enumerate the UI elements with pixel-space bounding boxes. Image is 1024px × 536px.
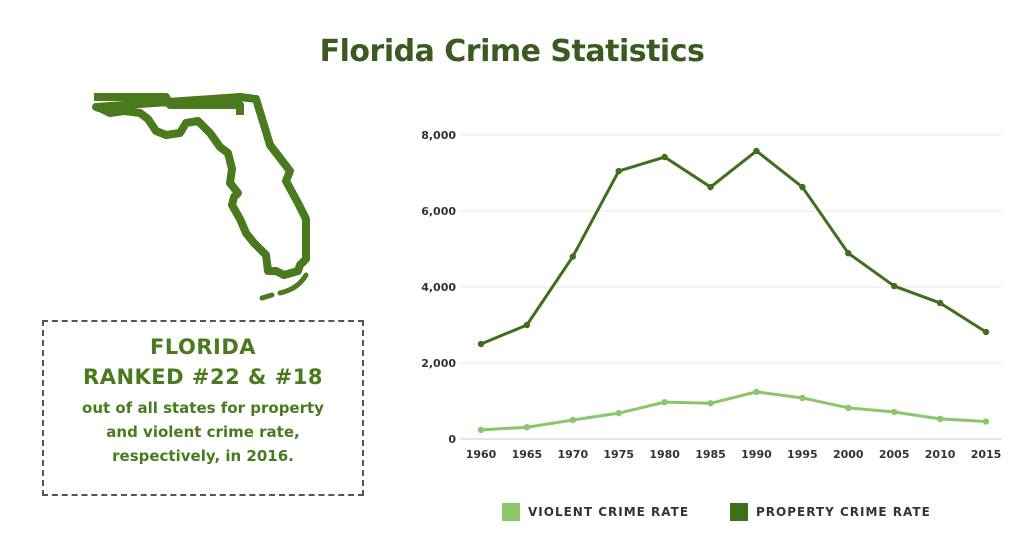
x-tick-label: 1980 xyxy=(649,448,680,461)
data-point xyxy=(799,394,806,402)
data-point xyxy=(890,282,898,290)
infobox-desc-3: respectively, in 2016. xyxy=(112,447,294,465)
data-point xyxy=(982,418,990,425)
florida-map-icon xyxy=(92,93,310,301)
x-tick-label: 2010 xyxy=(925,448,956,461)
data-point xyxy=(615,409,622,417)
legend-property: PROPERTY CRIME RATE xyxy=(730,503,931,521)
infobox-ranking: RANKED #22 & #18 xyxy=(83,365,323,389)
data-point xyxy=(753,388,760,396)
data-point xyxy=(661,398,668,406)
data-point xyxy=(477,340,485,348)
infobox-desc-1: out of all states for property xyxy=(82,399,324,417)
data-point xyxy=(845,404,852,412)
x-tick-label: 2000 xyxy=(833,448,864,461)
data-point xyxy=(569,253,577,260)
data-point xyxy=(707,183,714,191)
series-line-property xyxy=(480,149,987,346)
legend-label-violent: VIOLENT CRIME RATE xyxy=(528,505,690,519)
infobox-state: FLORIDA xyxy=(150,335,256,359)
legend-violent: VIOLENT CRIME RATE xyxy=(502,503,689,521)
chart-title: Florida Crime Statistics xyxy=(319,34,705,69)
x-tick-label: 2005 xyxy=(879,448,910,461)
infobox-desc-2: and violent crime rate, xyxy=(106,423,300,441)
x-tick-label: 1960 xyxy=(466,448,497,461)
data-point xyxy=(661,153,668,161)
x-tick-label: 1990 xyxy=(741,448,772,461)
x-tick-label: 1985 xyxy=(695,448,726,461)
data-point xyxy=(523,321,531,329)
y-tick-label: 6,000 xyxy=(421,205,456,218)
x-tick-label: 1970 xyxy=(558,448,589,461)
series-line-violent xyxy=(480,390,987,432)
data-point xyxy=(982,328,990,336)
data-point xyxy=(890,408,898,416)
legend-swatch-property xyxy=(730,503,748,521)
data-point xyxy=(477,426,485,434)
y-tick-label: 2,000 xyxy=(421,357,456,370)
x-tick-label: 1975 xyxy=(603,448,634,461)
data-point xyxy=(707,400,714,407)
data-point xyxy=(615,167,622,175)
y-tick-label: 0 xyxy=(448,433,456,446)
data-point xyxy=(845,249,852,257)
data-point xyxy=(569,416,577,424)
data-point xyxy=(523,424,531,431)
x-tick-label: 1965 xyxy=(512,448,543,461)
legend-swatch-violent xyxy=(502,503,520,521)
x-tick-label: 1995 xyxy=(787,448,818,461)
y-tick-label: 8,000 xyxy=(421,129,456,142)
data-point xyxy=(936,415,944,423)
legend-label-property: PROPERTY CRIME RATE xyxy=(756,505,931,519)
data-point xyxy=(936,299,944,307)
data-point xyxy=(799,183,806,191)
y-tick-label: 4,000 xyxy=(421,281,456,294)
data-point xyxy=(753,147,760,155)
ranking-infobox: FLORIDA RANKED #22 & #18 out of all stat… xyxy=(42,320,364,496)
x-tick-label: 2015 xyxy=(971,448,1002,461)
